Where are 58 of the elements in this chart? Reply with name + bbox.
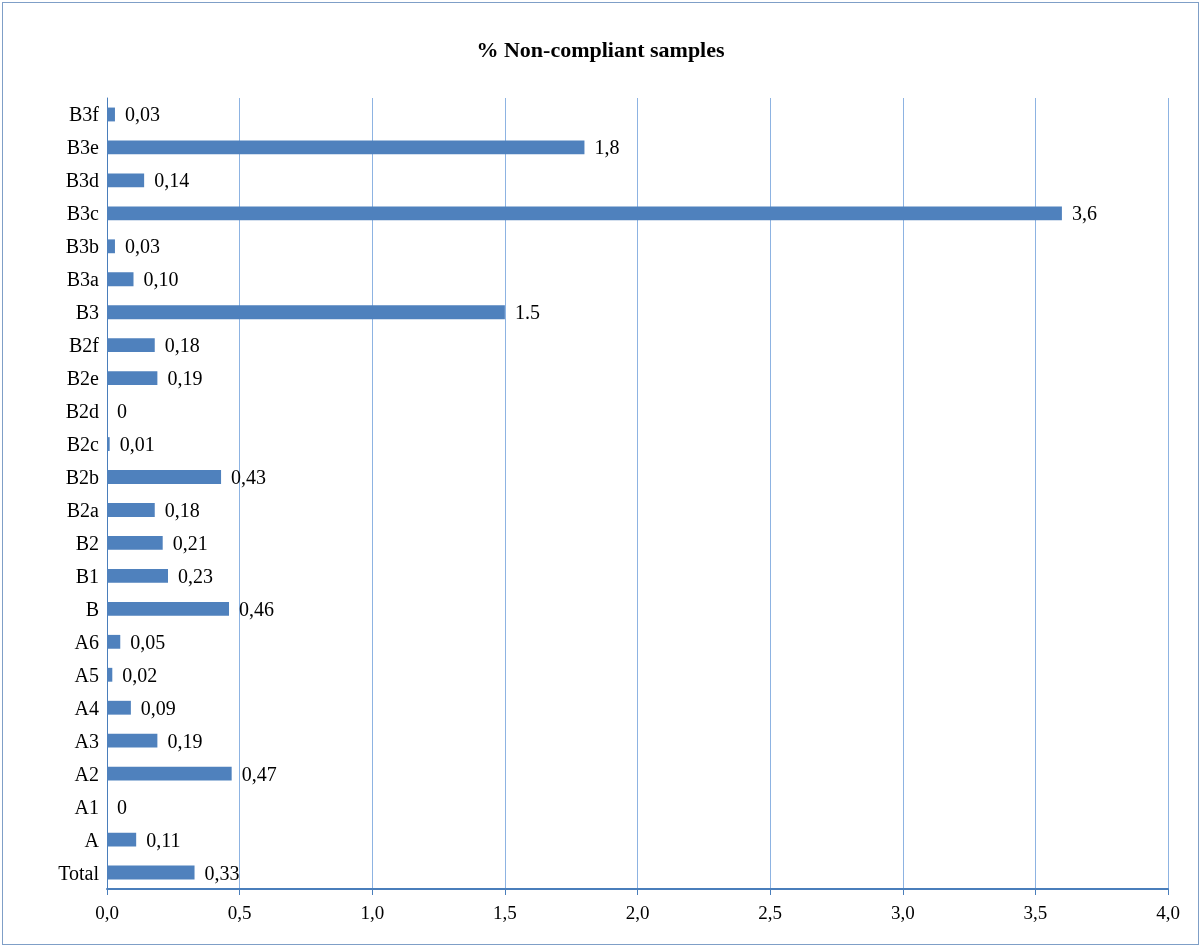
y-tick-label: B3 xyxy=(75,301,99,324)
data-label: 0,21 xyxy=(172,531,208,554)
data-label: 0 xyxy=(117,400,127,423)
data-label: 0,43 xyxy=(231,466,267,489)
x-tick-label: 2,5 xyxy=(758,902,782,923)
y-tick-label: B2e xyxy=(66,367,100,390)
y-tick-label: B3c xyxy=(66,202,100,225)
y-tick-label: A6 xyxy=(74,630,99,653)
y-tick-label: B1 xyxy=(75,564,99,587)
data-label: 0,33 xyxy=(204,861,240,884)
y-tick-label: B3d xyxy=(65,169,99,192)
y-tick-label: Total xyxy=(58,861,100,884)
y-tick-label: A1 xyxy=(74,795,99,818)
y-tick-label: B2f xyxy=(69,334,100,357)
data-label: 0,01 xyxy=(119,433,155,456)
data-label: 0,23 xyxy=(178,564,214,587)
y-tick-label: B3a xyxy=(66,268,100,291)
x-tick-label: 1,0 xyxy=(360,902,385,923)
data-label: 0,14 xyxy=(154,169,190,192)
data-label: 0,03 xyxy=(124,235,160,258)
data-label: 0,11 xyxy=(146,828,181,851)
x-tick-label: 2,0 xyxy=(625,902,650,923)
x-tick-label: 0,0 xyxy=(95,902,119,923)
y-tick-label: B2a xyxy=(66,498,100,521)
x-tick-label: 3,5 xyxy=(1023,902,1048,923)
x-tick-label: 3,0 xyxy=(890,902,915,923)
data-label: 0,46 xyxy=(239,597,275,620)
data-label: 0,47 xyxy=(241,762,277,785)
y-tick-label: B2 xyxy=(75,531,99,554)
y-tick-label: B3b xyxy=(65,235,99,258)
data-label: 0,18 xyxy=(164,498,200,521)
data-label: 0,05 xyxy=(130,630,166,653)
y-tick-label: A4 xyxy=(74,696,99,719)
data-label: 0,09 xyxy=(140,696,176,719)
y-tick-label: A2 xyxy=(74,762,99,785)
data-label: 0,03 xyxy=(124,103,160,126)
y-tick-label: B2d xyxy=(65,400,99,423)
y-tick-label: A xyxy=(84,828,100,851)
data-label: 0,10 xyxy=(143,268,179,291)
data-label: 1,8 xyxy=(594,136,620,159)
data-label: 0 xyxy=(117,795,127,818)
y-tick-label: B xyxy=(85,597,99,620)
chart-title: % Non-compliant samples xyxy=(476,36,725,62)
data-label: 1.5 xyxy=(514,301,540,324)
x-tick-label: 1,5 xyxy=(493,902,517,923)
x-tick-label: 4,0 xyxy=(1156,902,1180,923)
data-label: 0,18 xyxy=(164,334,200,357)
y-tick-label: B3e xyxy=(66,136,100,159)
data-label: 0,02 xyxy=(122,663,158,686)
y-tick-label: B3f xyxy=(69,103,100,126)
data-label: 0,19 xyxy=(167,367,203,390)
y-tick-label: A5 xyxy=(74,663,99,686)
y-tick-label: B2c xyxy=(66,433,100,456)
y-tick-label: B2b xyxy=(65,466,99,489)
x-tick-label: 0,5 xyxy=(227,902,252,923)
y-tick-label: A3 xyxy=(74,729,99,752)
data-label: 3,6 xyxy=(1071,202,1097,225)
data-label: 0,19 xyxy=(167,729,203,752)
